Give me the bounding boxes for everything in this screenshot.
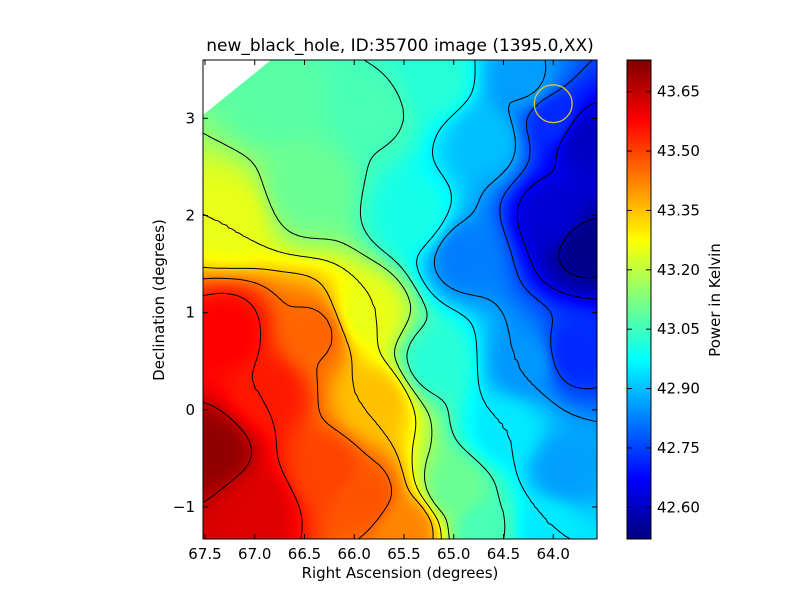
contour-line — [203, 277, 393, 539]
x-tick-label: 64.5 — [487, 545, 520, 563]
colorbar-tick-label: 43.35 — [657, 201, 700, 219]
y-tick-label: 2 — [185, 206, 195, 224]
contour-line — [416, 60, 571, 539]
y-tick-label: −1 — [173, 498, 195, 516]
contour-lines — [203, 60, 597, 539]
y-tick-label: 3 — [185, 109, 195, 127]
x-tick-label: 65.5 — [387, 545, 420, 563]
contour-line — [203, 292, 303, 539]
x-axis-ticks: 67.5 67.0 66.5 66.0 65.5 65.0 64.5 64.0 — [188, 60, 570, 563]
y-tick-label: 1 — [185, 304, 195, 322]
contour-line — [203, 266, 434, 539]
colorbar-label: Power in Kelvin — [706, 243, 724, 357]
contour-line — [433, 60, 597, 423]
unmapped-corner — [203, 60, 271, 115]
contour-line — [516, 101, 597, 300]
colorbar-tick-label: 43.20 — [657, 261, 700, 279]
x-tick-label: 64.0 — [537, 545, 570, 563]
contour-line — [558, 218, 597, 279]
y-axis-ticks: −1 0 1 2 3 — [173, 109, 597, 516]
beam-circle — [533, 84, 573, 124]
plot-frame — [202, 59, 598, 540]
colorbar-tick-label: 42.90 — [657, 380, 700, 398]
x-tick-label: 67.0 — [238, 545, 271, 563]
plot-area — [203, 60, 597, 539]
x-tick-label: 66.5 — [288, 545, 321, 563]
heatmap-image — [203, 60, 597, 539]
colorbar-tick-label: 42.60 — [657, 498, 700, 516]
colorbar-ticks: 42.60 42.75 42.90 43.05 43.20 43.35 43.50 43.65 — [627, 83, 700, 516]
y-tick-label: 0 — [185, 401, 195, 419]
contour-line — [359, 60, 506, 539]
colorbar-tick-label: 43.50 — [657, 142, 700, 160]
contour-line — [499, 60, 597, 390]
x-tick-label: 66.0 — [338, 545, 371, 563]
colorbar-tick-label: 43.65 — [657, 83, 700, 101]
x-axis-label: Right Ascension (degrees) — [302, 564, 499, 582]
x-tick-label: 67.5 — [188, 545, 221, 563]
colorbar: 42.60 42.75 42.90 43.05 43.20 43.35 43.50 43.65… — [626, 59, 724, 540]
contour-line — [203, 132, 450, 539]
x-tick-label: 65.0 — [437, 545, 470, 563]
y-axis-label: Declination (degrees) — [150, 219, 168, 381]
colorbar-gradient — [627, 60, 651, 539]
colorbar-tick-label: 43.05 — [657, 320, 700, 338]
contour-line — [203, 401, 252, 503]
colorbar-tick-label: 42.75 — [657, 439, 700, 457]
chart-title: new_black_hole, ID:35700 image (1395.0,X… — [206, 36, 594, 56]
